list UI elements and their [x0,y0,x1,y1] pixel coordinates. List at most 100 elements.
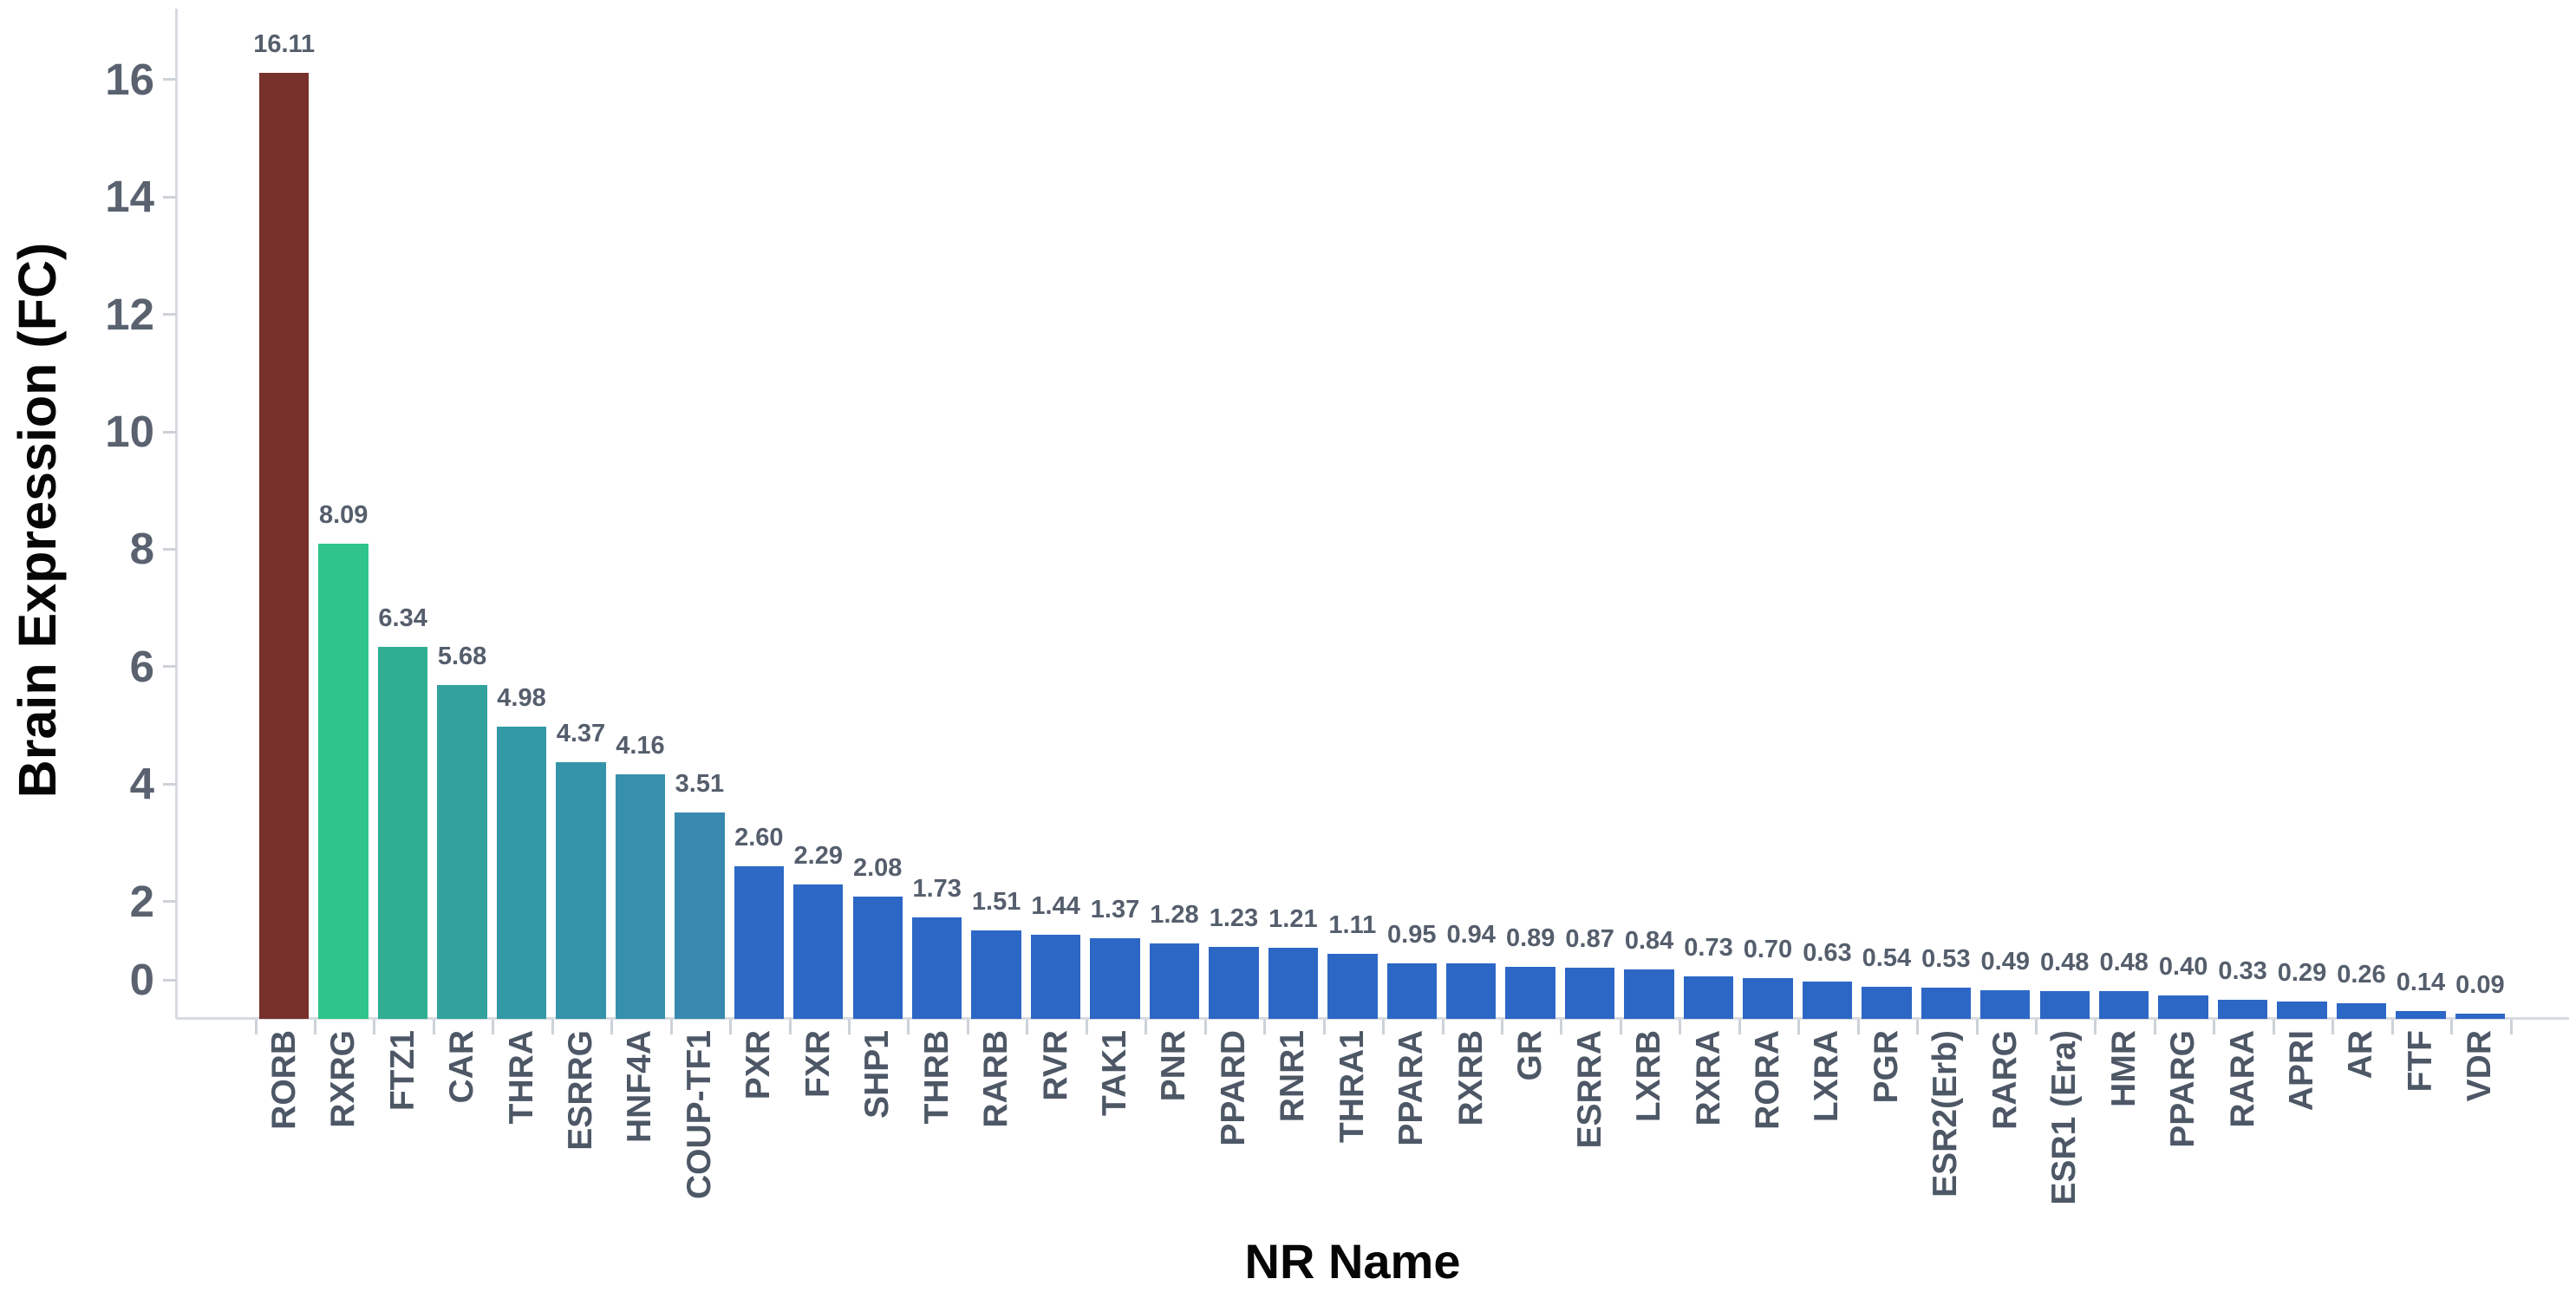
bar-HMR [2098,990,2149,1019]
x-tick-mark-21 [1500,1020,1503,1034]
y-tick-label-8: 8 [129,524,154,574]
bar-THRA1 [1327,953,1378,1019]
x-tick-mark-26 [1797,1020,1801,1034]
x-tick-label-PPARA: PPARA [1392,1030,1431,1146]
y-tick-mark-10 [163,430,176,434]
x-tick-mark-36 [2390,1020,2394,1034]
bar-value-TAK1: 1.37 [1090,896,1140,924]
x-tick-mark-15 [1145,1020,1148,1034]
bar-value-ESRRA: 0.87 [1565,925,1614,954]
x-tick-mark-16 [1203,1020,1207,1034]
bar-value-ESR2(Erb): 0.53 [1921,945,1971,974]
x-tick-label-ESRRA: ESRRA [1570,1030,1608,1149]
x-tick-mark-31 [2094,1020,2097,1034]
x-tick-mark-33 [2213,1020,2216,1034]
y-tick-mark-8 [163,547,176,551]
x-tick-mark-0 [254,1020,258,1034]
bar-value-RARB: 1.51 [971,887,1021,916]
bar-RXRA [1683,976,1734,1019]
x-tick-label-PPARG: PPARG [2164,1030,2202,1148]
bar-RARB [971,930,1021,1019]
bar-value-FTF: 0.14 [2396,968,2446,996]
x-tick-mark-27 [1856,1020,1860,1034]
x-tick-mark-34 [2272,1020,2275,1034]
x-tick-mark-7 [669,1020,673,1034]
x-tick-mark-32 [2153,1020,2156,1034]
y-tick-label-12: 12 [105,289,154,339]
x-tick-label-RORA: RORA [1748,1030,1786,1130]
bar-APRI [2277,1002,2327,1019]
x-tick-mark-4 [492,1020,495,1034]
bar-value-GR: 0.89 [1505,923,1555,952]
bar-value-PGR: 0.54 [1862,944,1912,973]
x-tick-mark-38 [2509,1020,2513,1034]
x-tick-label-PXR: PXR [740,1030,778,1100]
bar-value-FXR: 2.29 [793,841,843,870]
x-tick-mark-17 [1263,1020,1267,1034]
x-tick-label-RVR: RVR [1036,1030,1074,1101]
x-tick-mark-10 [848,1020,851,1034]
x-tick-label-GR: GR [1511,1030,1549,1081]
x-tick-mark-11 [907,1020,910,1034]
y-tick-mark-2 [163,900,176,904]
bar-THRB [911,917,962,1019]
bar-value-PXR: 2.60 [734,823,784,852]
bar-TAK1 [1090,938,1140,1019]
y-axis-line [175,9,178,1019]
bar-ESR1 (Era) [2039,990,2090,1019]
bar-value-PPARD: 1.23 [1209,904,1259,932]
bar-value-RXRB: 0.94 [1446,921,1496,949]
bar-value-PPARG: 0.40 [2158,952,2208,981]
x-tick-mark-23 [1619,1020,1622,1034]
bar-LXRA [1802,982,1853,1019]
x-tick-mark-29 [1975,1020,1979,1034]
x-tick-label-RARA: RARA [2223,1030,2261,1128]
y-tick-mark-6 [163,665,176,669]
x-tick-label-THRB: THRB [917,1030,955,1125]
bar-RORA [1743,977,1793,1019]
bar-VDR [2455,1013,2506,1019]
bar-RORB [259,73,310,1019]
bar-PNR [1149,943,1200,1019]
bar-RNR1 [1268,948,1319,1019]
x-tick-label-TAK1: TAK1 [1096,1030,1134,1116]
bar-value-SHP1: 2.08 [852,854,903,883]
x-tick-label-FXR: FXR [799,1030,837,1098]
bar-value-LXRA: 0.63 [1803,939,1852,968]
bar-PGR [1862,987,1912,1019]
bar-value-HMR: 0.48 [2099,948,2149,976]
bar-PXR [734,865,785,1019]
x-tick-mark-30 [2035,1020,2038,1034]
bar-PPARG [2158,995,2208,1019]
bar-LXRB [1624,969,1674,1019]
bar-value-PNR: 1.28 [1150,901,1199,930]
x-tick-label-RXRA: RXRA [1689,1030,1727,1126]
x-tick-label-LXRA: LXRA [1808,1030,1846,1123]
x-tick-mark-9 [788,1020,792,1034]
x-tick-label-RORB: RORB [264,1030,303,1130]
x-tick-label-FTF: FTF [2401,1030,2439,1093]
bar-HNF4A [615,774,666,1019]
bar-RVR [1030,934,1081,1019]
x-tick-label-ESRRG: ESRRG [561,1030,599,1151]
y-tick-label-2: 2 [129,876,154,926]
bar-SHP1 [852,897,903,1019]
bar-value-COUP-TF1: 3.51 [675,770,725,799]
x-tick-label-COUP-TF1: COUP-TF1 [680,1030,718,1199]
x-tick-label-PGR: PGR [1867,1030,1905,1104]
bar-value-RORB: 16.11 [253,30,316,59]
bar-value-THRA: 4.98 [497,683,546,712]
y-tick-label-0: 0 [129,955,154,1004]
x-tick-mark-19 [1382,1020,1386,1034]
bar-value-THRB: 1.73 [912,874,962,903]
y-tick-mark-0 [163,978,176,982]
y-tick-mark-14 [163,195,176,199]
x-tick-mark-12 [966,1020,969,1034]
y-tick-label-4: 4 [129,759,154,809]
x-tick-label-THRA: THRA [502,1030,540,1125]
bar-value-RVR: 1.44 [1031,891,1080,920]
bar-value-RARG: 0.49 [1980,947,2030,976]
bar-value-RARA: 0.33 [2218,956,2267,985]
y-tick-mark-4 [163,782,176,786]
